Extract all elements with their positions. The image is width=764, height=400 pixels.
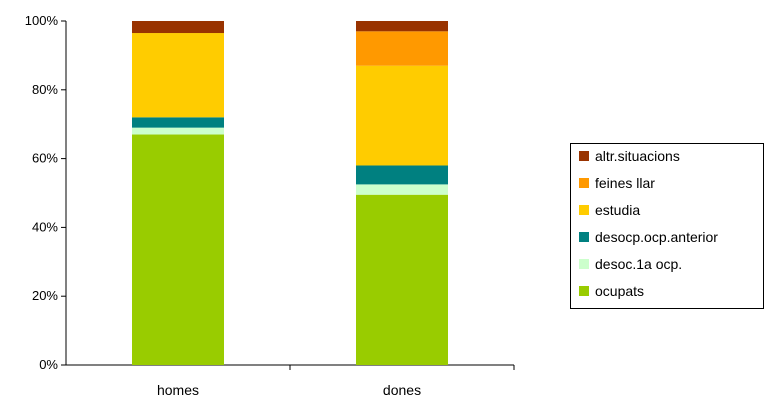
bar-dones-ocupats bbox=[356, 194, 448, 365]
legend-label: estudia bbox=[595, 202, 641, 218]
x-category-label: homes bbox=[157, 382, 199, 398]
legend-swatch bbox=[579, 286, 589, 296]
x-category-label: dones bbox=[383, 382, 421, 398]
legend-label: ocupats bbox=[595, 283, 645, 299]
y-tick-label: 20% bbox=[32, 288, 58, 303]
legend-item: ocupats bbox=[579, 282, 644, 300]
legend-swatch bbox=[579, 205, 589, 215]
y-tick-label: 0% bbox=[39, 357, 58, 372]
bar-homes-altr-situacions bbox=[132, 21, 224, 34]
bar-homes-estudia bbox=[132, 33, 224, 118]
legend-label: desoc.1a ocp. bbox=[595, 256, 683, 272]
legend: altr.situacions feines llar estudia desocp.… bbox=[570, 143, 764, 309]
bar-dones-altr-situacions bbox=[356, 21, 448, 32]
legend-item: feines llar bbox=[579, 174, 655, 192]
legend-swatch bbox=[579, 232, 589, 242]
y-tick-label: 80% bbox=[32, 82, 58, 97]
legend-item: altr.situacions bbox=[579, 147, 680, 165]
legend-item: estudia bbox=[579, 201, 640, 219]
bar-dones-estudia bbox=[356, 65, 448, 166]
bar-dones-desocp-ocp-anterior bbox=[356, 165, 448, 185]
y-tick-label: 100% bbox=[25, 13, 59, 28]
y-tick-label: 60% bbox=[32, 151, 58, 166]
bar-dones-desoc-1a-ocp- bbox=[356, 184, 448, 195]
bar-homes-desoc-1a-ocp- bbox=[132, 127, 224, 135]
legend-swatch bbox=[579, 178, 589, 188]
legend-label: desocp.ocp.anterior bbox=[595, 229, 718, 245]
legend-item: desoc.1a ocp. bbox=[579, 255, 682, 273]
legend-item: desocp.ocp.anterior bbox=[579, 228, 718, 246]
legend-swatch bbox=[579, 151, 589, 161]
y-tick-label: 40% bbox=[32, 219, 58, 234]
bar-dones-feines-llar bbox=[356, 31, 448, 66]
legend-label: altr.situacions bbox=[595, 148, 680, 164]
bar-homes-desocp-ocp-anterior bbox=[132, 117, 224, 128]
bar-homes-ocupats bbox=[132, 134, 224, 365]
legend-swatch bbox=[579, 259, 589, 269]
legend-label: feines llar bbox=[595, 175, 655, 191]
